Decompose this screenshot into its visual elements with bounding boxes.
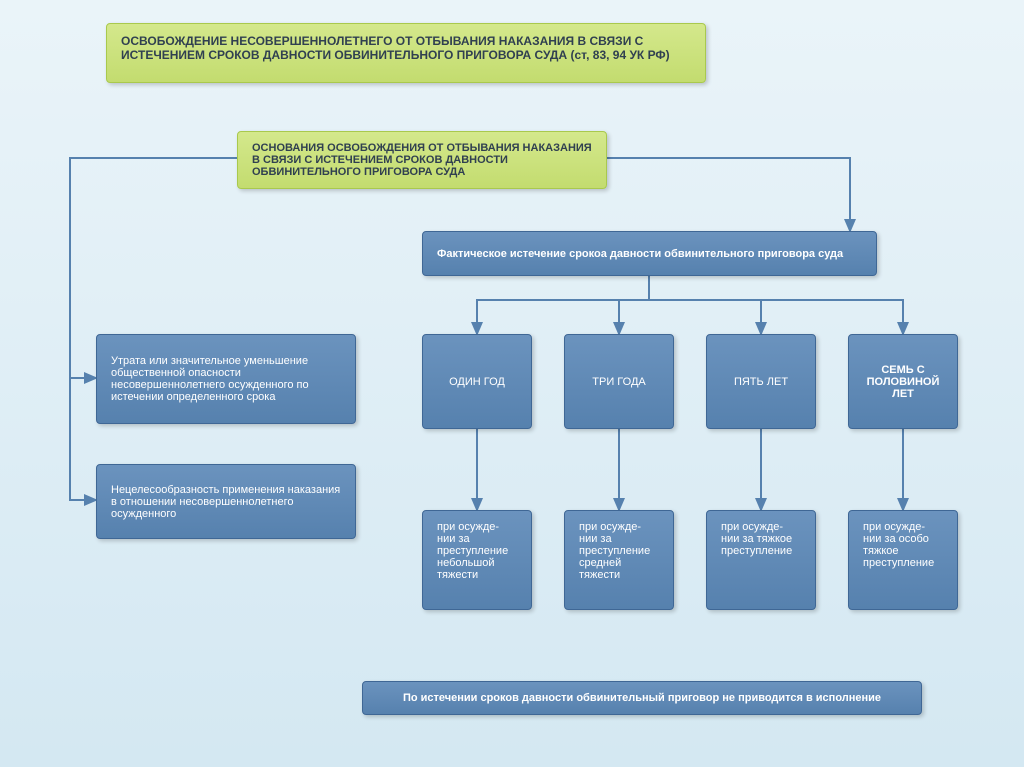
period-desc-1: при осужде-нии за преступление средней т… xyxy=(564,510,674,610)
period-desc-3: при осужде-нии за особо тяжкое преступле… xyxy=(848,510,958,610)
left-reason-0: Утрата или значительное уменьшение общес… xyxy=(96,334,356,424)
grounds-box: ОСНОВАНИЯ ОСВОБОЖДЕНИЯ ОТ ОТБЫВАНИЯ НАКА… xyxy=(237,131,607,189)
period-desc-0: при осужде-нии за преступление небольшой… xyxy=(422,510,532,610)
period-2: ПЯТЬ ЛЕТ xyxy=(706,334,816,429)
footer-box: По истечении сроков давности обвинительн… xyxy=(362,681,922,715)
period-desc-2: при осужде-нии за тяжкое преступление xyxy=(706,510,816,610)
period-3: СЕМЬ С ПОЛОВИНОЙ ЛЕТ xyxy=(848,334,958,429)
period-0: ОДИН ГОД xyxy=(422,334,532,429)
factual-expiry-box: Фактическое истечение срокоа давности об… xyxy=(422,231,877,276)
left-reason-1: Нецелесообразность применения наказания … xyxy=(96,464,356,539)
title-box: ОСВОБОЖДЕНИЕ НЕСОВЕРШЕННОЛЕТНЕГО ОТ ОТБЫ… xyxy=(106,23,706,83)
period-1: ТРИ ГОДА xyxy=(564,334,674,429)
